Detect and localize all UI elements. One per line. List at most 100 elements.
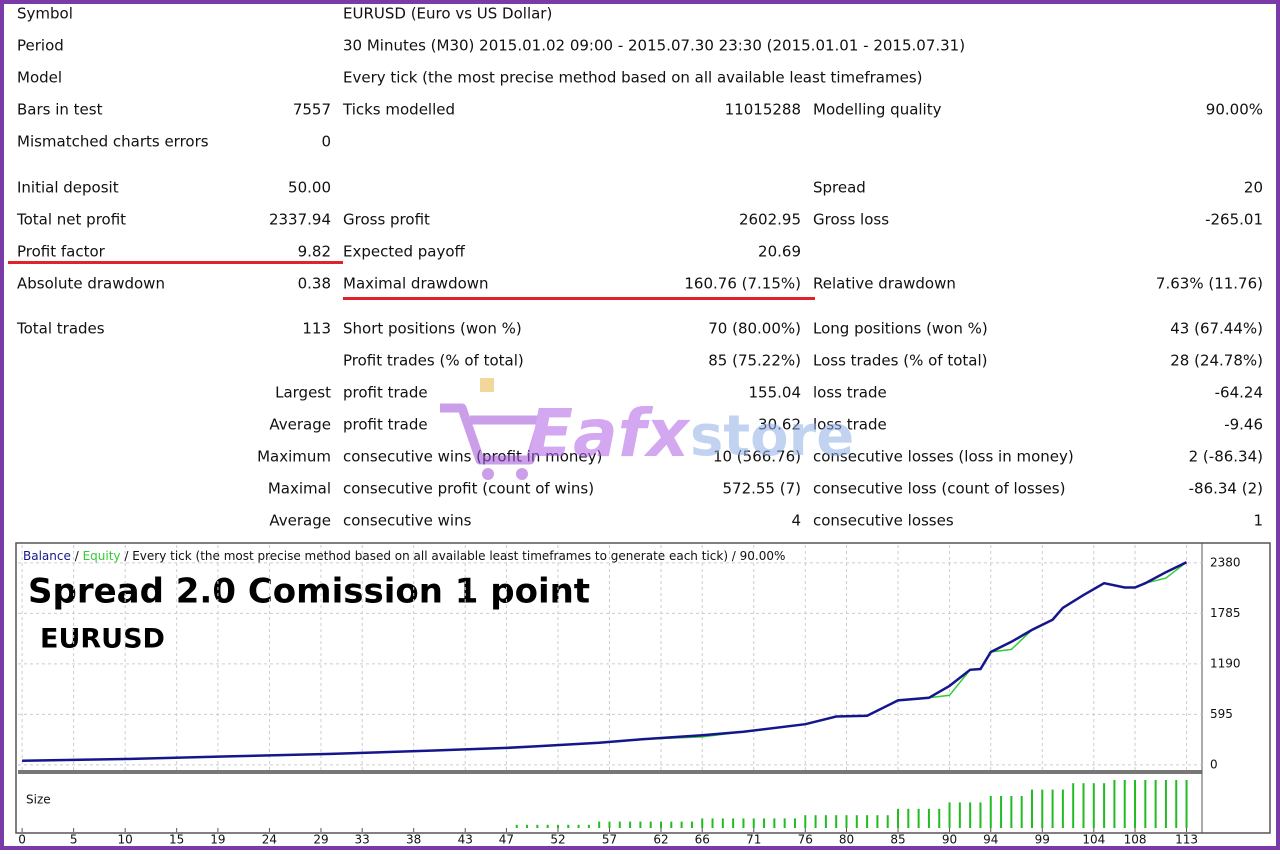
size-bar	[1164, 780, 1167, 828]
x-tick-label: 113	[1175, 833, 1198, 847]
watermark-text: Eafx	[528, 395, 691, 472]
row-value: 0	[321, 133, 331, 151]
row-value: Maximal	[268, 480, 331, 498]
y-tick-label: 595	[1210, 707, 1233, 721]
row-label: Model	[17, 69, 62, 87]
size-bar	[1020, 796, 1023, 828]
size-bar	[773, 818, 776, 828]
row-value: -86.34 (2)	[1189, 480, 1263, 498]
watermark: Eafx store	[440, 378, 854, 480]
row-value: 10 (566.76)	[713, 448, 801, 466]
row-label: profit trade	[343, 416, 428, 434]
x-tick-label: 47	[499, 833, 514, 847]
row-value: -64.24	[1215, 384, 1263, 402]
row-value: 85 (75.22%)	[708, 352, 801, 370]
size-bar	[835, 815, 838, 828]
cart-box	[480, 378, 494, 392]
row-label: Profit trades (% of total)	[343, 352, 524, 370]
size-bar	[783, 818, 786, 828]
row-label: Bars in test	[17, 101, 103, 119]
size-bar	[1144, 780, 1147, 828]
size-bar	[1010, 796, 1013, 828]
y-tick-label: 0	[1210, 757, 1218, 771]
size-bar	[556, 824, 559, 828]
row-label: Gross loss	[813, 211, 889, 229]
row-value: 160.76 (7.15%)	[684, 275, 801, 293]
size-bar	[526, 824, 529, 828]
size-bar	[649, 821, 652, 828]
size-bar	[546, 824, 549, 828]
row-value: 2337.94	[269, 211, 331, 229]
size-bar	[1061, 789, 1064, 828]
row-value: 155.04	[749, 384, 802, 402]
x-tick-label: 108	[1124, 833, 1147, 847]
row-label: Maximal drawdown	[343, 275, 489, 293]
row-value: 1	[1253, 512, 1263, 530]
row-label: Spread	[813, 179, 866, 197]
row-value: 30.62	[758, 416, 801, 434]
row-value: 7.63% (11.76)	[1156, 275, 1263, 293]
x-tick-label: 19	[210, 833, 225, 847]
size-bar	[845, 815, 848, 828]
row-value: Largest	[275, 384, 331, 402]
size-bar	[876, 815, 879, 828]
y-tick-label: 2380	[1210, 555, 1241, 569]
row-value: Average	[269, 512, 331, 530]
row-label: consecutive wins	[343, 512, 472, 530]
x-tick-label: 33	[355, 833, 370, 847]
row-value: 20.69	[758, 243, 801, 261]
size-bar	[866, 815, 869, 828]
row-value: 2 (-86.34)	[1189, 448, 1263, 466]
x-tick-label: 99	[1035, 833, 1050, 847]
size-bar	[536, 824, 539, 828]
size-bar	[1123, 780, 1126, 828]
row-label: Ticks modelled	[342, 101, 455, 119]
annotation: EURUSD	[40, 624, 165, 655]
size-bar	[886, 815, 889, 828]
size-bar	[660, 821, 663, 828]
size-bar	[670, 821, 673, 828]
x-tick-label: 66	[695, 833, 710, 847]
y-tick-label: 1785	[1210, 606, 1241, 620]
row-label: Short positions (won %)	[343, 320, 522, 338]
row-value: Maximum	[257, 448, 331, 466]
row-value: 43 (67.44%)	[1170, 320, 1263, 338]
size-bar	[907, 808, 910, 828]
row-value: 11015288	[725, 101, 801, 119]
row-value: 20	[1244, 179, 1263, 197]
size-bar	[824, 815, 827, 828]
size-bar	[1030, 789, 1033, 828]
size-bar	[577, 824, 580, 828]
row-label: consecutive profit (count of wins)	[343, 480, 594, 498]
size-bar	[927, 808, 930, 828]
row-label: Total net profit	[16, 211, 126, 229]
size-bar	[979, 802, 982, 828]
size-bar	[855, 815, 858, 828]
row-label: Mismatched charts errors	[17, 133, 209, 151]
size-bar	[1041, 789, 1044, 828]
row-label: Loss trades (% of total)	[813, 352, 988, 370]
row-label: Every tick (the most precise method base…	[343, 69, 923, 87]
x-tick-label: 71	[746, 833, 761, 847]
row-value: 50.00	[288, 179, 331, 197]
size-bar	[989, 796, 992, 828]
underline	[343, 297, 815, 300]
x-tick-label: 104	[1082, 833, 1105, 847]
size-bar	[1072, 783, 1075, 828]
size-bar	[793, 818, 796, 828]
size-bar	[1051, 789, 1054, 828]
watermark-text: store	[690, 404, 854, 469]
x-tick-label: 0	[18, 833, 26, 847]
row-label: consecutive losses (loss in money)	[813, 448, 1074, 466]
size-bar	[629, 821, 632, 828]
size-bar	[1175, 780, 1178, 828]
x-tick-label: 57	[602, 833, 617, 847]
row-value: 7557	[293, 101, 331, 119]
row-label: consecutive wins (profit in money)	[343, 448, 602, 466]
size-bar	[948, 802, 951, 828]
size-bar	[701, 818, 704, 828]
row-value: 28 (24.78%)	[1170, 352, 1263, 370]
size-bar	[1134, 780, 1137, 828]
cart-wheel	[482, 468, 494, 480]
